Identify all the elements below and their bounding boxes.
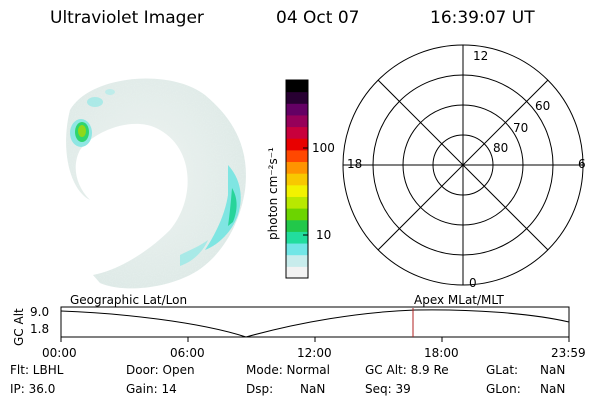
colorbar-segment [286, 80, 308, 93]
gain-value: Gain: 14 [126, 382, 177, 396]
ip-value: IP: 36.0 [10, 382, 56, 396]
auroral-disk [66, 78, 246, 289]
diag-line-2 [377, 79, 549, 251]
glat-label: GLat: [486, 363, 519, 377]
colorbar-segment [286, 114, 308, 128]
colorbar-segment [286, 254, 308, 267]
mlt-label-12: 12 [473, 49, 489, 63]
mlt-label-0: 0 [469, 276, 477, 290]
colorbar-segment [286, 126, 308, 139]
timeline-left-caption: Geographic Lat/Lon [70, 293, 188, 307]
x-tick-label-2359: 23:59 [551, 346, 586, 360]
glon-label: GLon: [486, 382, 521, 396]
colorbar-segment [286, 196, 308, 209]
dsp-value: NaN [300, 382, 326, 396]
colorbar-segment [286, 208, 308, 221]
timeline-right-caption: Apex MLat/MLT [414, 293, 504, 307]
seq-value: Seq: 39 [365, 382, 411, 396]
timeline-y-tick-max: 9.0 [30, 305, 50, 319]
date-label: 04 Oct 07 [276, 8, 360, 28]
colorbar-tick-10: 10 [316, 228, 332, 242]
altitude-curve [60, 309, 570, 338]
colorbar-segment [286, 103, 308, 116]
door-status: Door: Open [126, 363, 195, 377]
colorbar-segment [286, 266, 308, 279]
glat-value: NaN [540, 363, 566, 377]
x-tick-label-0600: 06:00 [170, 346, 205, 360]
mlat-label-60: 60 [535, 99, 551, 113]
mlat-label-70: 70 [513, 121, 529, 135]
timeline-y-tick-min: 1.8 [30, 322, 50, 336]
x-tick-label-0000: 00:00 [42, 346, 77, 360]
mlat-label-80: 80 [493, 141, 509, 155]
mode-value: Mode: Normal [246, 363, 330, 377]
colorbar-segment [286, 173, 308, 186]
colorbar-segment [286, 219, 308, 232]
colorbar-segment [286, 231, 308, 244]
colorbar-segment [286, 243, 308, 256]
x-tick-label-1800: 18:00 [424, 346, 459, 360]
colorbar-segment [286, 138, 308, 151]
time-label: 16:39:07 UT [430, 8, 535, 28]
instrument-title: Ultraviolet Imager [50, 8, 204, 28]
mlt-label-18: 18 [347, 157, 363, 171]
colorbar-segment [286, 184, 308, 197]
colorbar-frame [285, 79, 309, 279]
glon-value: NaN [540, 382, 566, 396]
x-tick-label-1200: 12:00 [297, 346, 332, 360]
gc-alt-value: GC Alt: 8.9 Re [365, 363, 449, 377]
colorbar-segment [286, 161, 308, 174]
dsp-label: Dsp: [246, 382, 274, 396]
mlt-label-6: 6 [578, 157, 586, 171]
colorbar-segment [286, 149, 308, 163]
colorbar-tick-100: 100 [312, 141, 335, 155]
filter-value: Flt: LBHL [10, 363, 64, 377]
colorbar-segment [286, 91, 308, 104]
